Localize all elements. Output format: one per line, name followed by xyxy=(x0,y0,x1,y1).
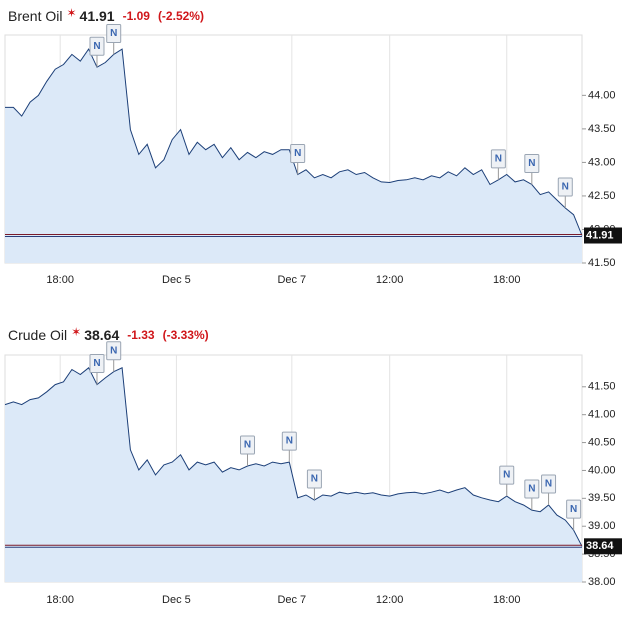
x-tick-label: 12:00 xyxy=(376,594,404,606)
event-marker xyxy=(106,341,122,361)
x-tick-label: 18:00 xyxy=(493,274,521,286)
change: -1.33 xyxy=(127,328,155,342)
event-marker xyxy=(566,499,582,519)
event-marker xyxy=(281,431,297,451)
y-tick-label: 41.50 xyxy=(588,381,616,393)
y-tick-label: 43.00 xyxy=(588,156,616,168)
change-pct: (-3.33%) xyxy=(163,328,209,342)
instrument-name: Crude Oil xyxy=(8,327,67,343)
x-tick-label: 18:00 xyxy=(493,594,521,606)
event-marker xyxy=(490,149,506,169)
x-tick-label: 12:00 xyxy=(376,274,404,286)
star-icon: ✶ xyxy=(71,325,81,339)
header: Crude Oil ✶ 38.64 -1.33 (-3.33%) xyxy=(8,325,209,343)
event-label: N xyxy=(503,470,510,481)
x-tick-label: Dec 5 xyxy=(162,274,191,286)
y-tick-label: 39.50 xyxy=(588,492,616,504)
event-marker xyxy=(89,354,105,374)
event-label: N xyxy=(93,358,100,369)
event-label: N xyxy=(528,158,535,169)
event-label: N xyxy=(286,436,293,447)
event-marker xyxy=(240,435,256,455)
price-tag xyxy=(584,538,622,555)
event-label: N xyxy=(294,148,301,159)
event-marker xyxy=(306,469,322,489)
y-tick-label: 44.00 xyxy=(588,89,616,101)
instrument-name: Brent Oil xyxy=(8,8,62,24)
x-tick-label: Dec 7 xyxy=(277,594,306,606)
star-icon: ✶ xyxy=(66,6,76,20)
event-marker xyxy=(89,36,105,56)
event-marker xyxy=(290,143,306,163)
y-tick-label: 43.50 xyxy=(588,123,616,135)
y-tick-label: 41.00 xyxy=(588,409,616,421)
event-label: N xyxy=(311,474,318,485)
event-marker xyxy=(541,474,557,494)
event-marker xyxy=(557,177,573,197)
price-tag-label: 41.91 xyxy=(586,229,614,241)
event-label: N xyxy=(545,479,552,490)
event-marker xyxy=(106,23,122,43)
change: -1.09 xyxy=(123,9,151,23)
y-tick-label: 40.50 xyxy=(588,436,616,448)
event-label: N xyxy=(562,182,569,193)
event-label: N xyxy=(110,28,117,39)
event-label: N xyxy=(93,41,100,52)
change-pct: (-2.52%) xyxy=(158,9,204,23)
event-label: N xyxy=(528,484,535,495)
y-tick-label: 42.50 xyxy=(588,190,616,202)
event-label: N xyxy=(570,504,577,515)
event-marker xyxy=(524,479,540,499)
header: Brent Oil ✶ 41.91 -1.09 (-2.52%) xyxy=(8,6,204,24)
x-tick-label: Dec 7 xyxy=(277,274,306,286)
y-tick-label: 38.00 xyxy=(588,576,616,588)
event-marker xyxy=(499,465,515,485)
price: 41.91 xyxy=(80,8,115,24)
x-tick-label: 18:00 xyxy=(46,594,74,606)
x-tick-label: Dec 5 xyxy=(162,594,191,606)
y-tick-label: 41.50 xyxy=(588,257,616,269)
price: 38.64 xyxy=(84,327,119,343)
price-line xyxy=(4,367,583,547)
price-tag xyxy=(584,227,622,244)
event-label: N xyxy=(244,440,251,451)
event-label: N xyxy=(495,153,502,164)
y-tick-label: 40.00 xyxy=(588,464,616,476)
price-tag-label: 38.64 xyxy=(586,540,614,552)
event-label: N xyxy=(110,345,117,356)
y-tick-label: 39.00 xyxy=(588,520,616,532)
area xyxy=(5,367,582,582)
event-marker xyxy=(524,154,540,174)
x-tick-label: 18:00 xyxy=(46,274,74,286)
area xyxy=(5,49,582,263)
